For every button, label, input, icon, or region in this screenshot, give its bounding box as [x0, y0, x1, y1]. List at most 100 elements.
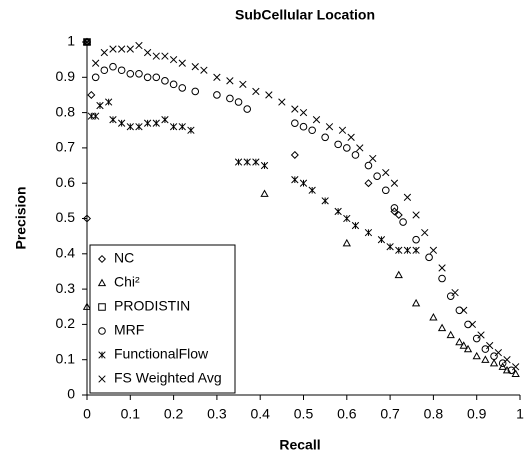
point: [421, 228, 429, 237]
point: [455, 337, 464, 346]
point: [143, 48, 152, 57]
point: [126, 45, 134, 53]
point: [481, 355, 490, 363]
legend-marker: [98, 303, 106, 311]
point: [321, 197, 329, 205]
point: [83, 38, 91, 46]
point: [459, 341, 468, 349]
point: [395, 246, 403, 254]
point: [481, 345, 490, 353]
legend-label: FS Weighted Avg: [114, 370, 222, 386]
legend-marker: [97, 254, 107, 264]
point: [117, 66, 126, 74]
point: [92, 112, 100, 120]
legend-marker: [98, 351, 106, 359]
point: [260, 189, 269, 197]
point: [100, 66, 109, 74]
point: [191, 87, 200, 96]
point: [351, 151, 360, 159]
point: [135, 70, 143, 78]
point: [342, 238, 351, 247]
point: [382, 168, 390, 177]
point: [390, 179, 399, 187]
y-tick-label: 0.7: [56, 139, 76, 155]
legend: [89, 244, 236, 394]
point: [334, 140, 342, 149]
point: [234, 98, 243, 106]
point: [386, 243, 394, 251]
point: [126, 70, 135, 78]
point: [109, 45, 117, 53]
point: [308, 186, 316, 194]
point: [126, 123, 134, 131]
legend-label: NC: [114, 250, 134, 266]
point: [364, 179, 373, 188]
point: [169, 80, 178, 89]
x-tick-label: 0.4: [250, 406, 270, 422]
point: [403, 193, 412, 201]
point: [178, 123, 186, 131]
legend-label: Chi²: [114, 274, 140, 290]
point: [104, 98, 113, 106]
point: [243, 158, 251, 166]
point: [351, 221, 360, 230]
point: [502, 365, 512, 374]
point: [373, 172, 381, 180]
point: [425, 253, 433, 262]
point: [178, 59, 186, 67]
point: [325, 123, 334, 131]
x-tick-label: 0.9: [467, 406, 487, 422]
point: [451, 288, 459, 297]
point: [82, 214, 92, 223]
x-tick-label: 0.1: [121, 406, 141, 422]
chart-title: SubCellular Location: [235, 7, 375, 23]
point: [412, 211, 420, 219]
point: [96, 101, 104, 110]
point: [252, 158, 260, 166]
y-tick-label: 0.4: [56, 245, 76, 261]
point: [498, 359, 507, 367]
point: [438, 274, 446, 283]
point: [299, 179, 308, 187]
legend-marker: [98, 375, 106, 383]
point: [191, 63, 199, 71]
x-tick-label: 0.6: [337, 406, 357, 422]
point: [299, 123, 308, 131]
point: [472, 334, 481, 343]
point: [161, 77, 169, 85]
legend-label: FunctionalFlow: [114, 346, 209, 362]
point: [494, 348, 503, 357]
point: [135, 41, 143, 50]
point: [463, 344, 473, 353]
point: [455, 306, 464, 314]
point: [82, 37, 92, 46]
point: [511, 369, 520, 377]
point: [152, 52, 160, 60]
point: [399, 218, 407, 226]
point: [321, 133, 329, 142]
point: [92, 59, 100, 67]
point: [213, 73, 221, 81]
point: [437, 323, 447, 332]
point: [169, 123, 178, 131]
x-tick-label: 0.7: [380, 406, 400, 422]
point: [161, 116, 169, 124]
point: [260, 161, 269, 170]
point: [468, 320, 477, 329]
point: [403, 246, 412, 254]
point: [117, 45, 126, 53]
point: [100, 48, 108, 57]
point: [503, 356, 511, 364]
point: [377, 236, 386, 244]
point: [338, 126, 347, 134]
point: [109, 116, 117, 124]
point: [239, 80, 247, 89]
point: [278, 98, 286, 106]
point: [143, 119, 152, 127]
legend-marker: [97, 278, 107, 287]
point: [356, 144, 364, 152]
point: [394, 270, 403, 279]
point: [342, 144, 351, 152]
point: [512, 363, 520, 371]
point: [477, 331, 485, 339]
